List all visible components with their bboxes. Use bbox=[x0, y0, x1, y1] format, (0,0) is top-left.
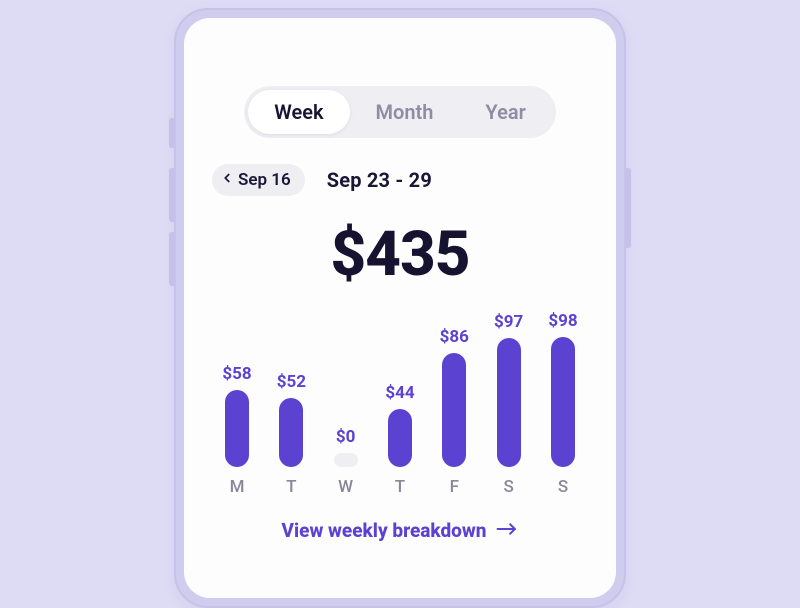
chart-column: $0 W bbox=[323, 427, 369, 497]
tab-year[interactable]: Year bbox=[459, 90, 551, 134]
bar-value-label: $44 bbox=[385, 383, 414, 403]
period-segmented-control: Week Month Year bbox=[244, 86, 556, 138]
phone-power-button bbox=[626, 168, 631, 248]
day-label: M bbox=[230, 477, 245, 497]
day-label: W bbox=[338, 477, 353, 497]
phone-frame: Week Month Year Sep 16 Sep 23 - 29 $435 … bbox=[174, 8, 626, 608]
view-breakdown-label: View weekly breakdown bbox=[282, 519, 487, 542]
bar bbox=[279, 398, 303, 467]
day-label: S bbox=[558, 477, 568, 497]
total-amount: $435 bbox=[330, 218, 469, 291]
screen: Week Month Year Sep 16 Sep 23 - 29 $435 … bbox=[184, 18, 616, 598]
tab-month[interactable]: Month bbox=[350, 90, 460, 134]
day-label: T bbox=[286, 477, 296, 497]
bar-value-label: $86 bbox=[440, 327, 469, 347]
phone-volume-up bbox=[169, 168, 174, 222]
chevron-left-icon bbox=[220, 170, 234, 190]
bar-value-label: $0 bbox=[336, 427, 356, 447]
chart-column: $86 F bbox=[431, 327, 477, 497]
bar bbox=[334, 453, 358, 467]
bar bbox=[225, 390, 249, 467]
chart-column: $97 S bbox=[486, 312, 532, 497]
bar bbox=[442, 353, 466, 467]
view-breakdown-link[interactable]: View weekly breakdown bbox=[282, 519, 519, 542]
chart-column: $52 T bbox=[268, 372, 314, 497]
phone-volume-down bbox=[169, 232, 174, 286]
weekly-bar-chart: $58 M $52 T $0 W $44 T $86 F $97 S $98 S bbox=[210, 311, 590, 497]
bar-value-label: $98 bbox=[548, 311, 577, 331]
tab-week[interactable]: Week bbox=[248, 90, 349, 134]
chart-column: $58 M bbox=[214, 364, 260, 497]
bar-value-label: $97 bbox=[494, 312, 523, 332]
prev-week-label: Sep 16 bbox=[238, 170, 291, 190]
prev-week-button[interactable]: Sep 16 bbox=[212, 164, 305, 196]
bar-value-label: $58 bbox=[222, 364, 251, 384]
arrow-right-icon bbox=[496, 519, 518, 542]
day-label: T bbox=[395, 477, 405, 497]
day-label: F bbox=[450, 477, 459, 497]
chart-column: $44 T bbox=[377, 383, 423, 497]
bar bbox=[388, 409, 412, 467]
bar bbox=[551, 337, 575, 467]
day-label: S bbox=[503, 477, 513, 497]
chart-column: $98 S bbox=[540, 311, 586, 497]
bar-value-label: $52 bbox=[277, 372, 306, 392]
date-navigation: Sep 16 Sep 23 - 29 bbox=[210, 164, 590, 196]
phone-side-button bbox=[169, 118, 174, 148]
bar bbox=[497, 338, 521, 467]
date-range-label: Sep 23 - 29 bbox=[327, 168, 432, 192]
